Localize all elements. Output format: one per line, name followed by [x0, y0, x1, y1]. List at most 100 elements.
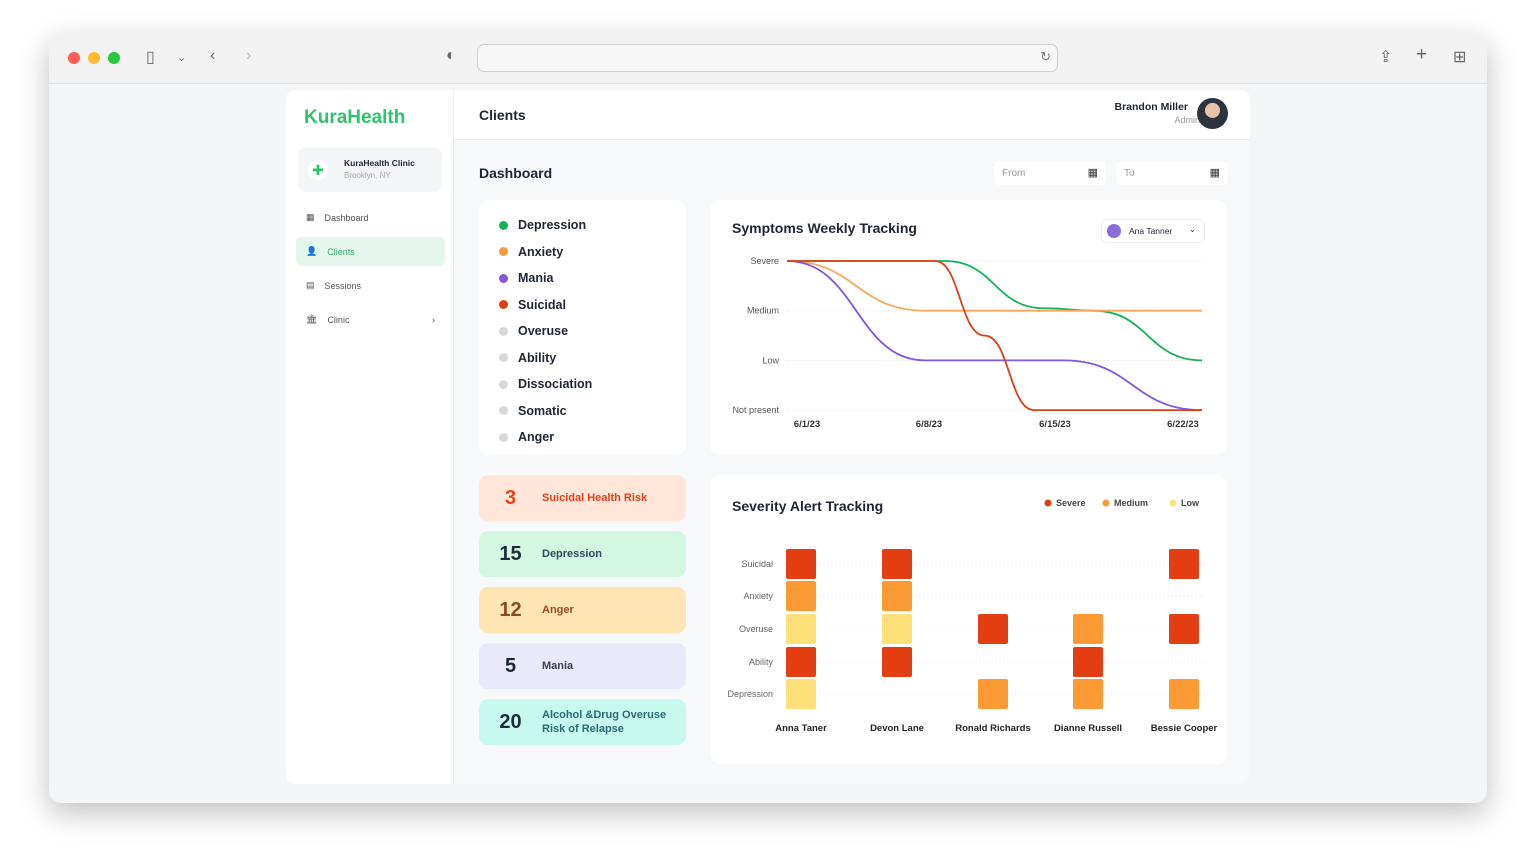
symptom-label: Anger [518, 430, 555, 445]
x-tick-label: 6/8/23 [916, 419, 942, 430]
browser-window: ▯ ⌄ ‹ › ◐ ↻ ⇪ + ⊞ KuraHealth ✚ KuraHealt… [49, 33, 1487, 803]
client-select[interactable]: Ana Tanner ⌄ [1101, 219, 1205, 243]
chevron-down-icon: ⌄ [1188, 224, 1196, 234]
sidebar: KuraHealth ✚ KuraHealth Clinic Brooklyn,… [286, 90, 454, 784]
column-label: Anna Taner [775, 723, 827, 734]
users-icon: 👤 [306, 246, 318, 256]
sidebar-toggle-icon[interactable]: ▯ [146, 49, 155, 66]
y-tick-label: Not present [732, 405, 779, 415]
heat-cell [786, 614, 816, 644]
back-icon[interactable]: ‹ [210, 47, 216, 64]
reload-icon[interactable]: ↻ [1040, 49, 1051, 64]
maximize-window-button[interactable] [108, 52, 120, 64]
stat-card[interactable]: 20 Alcohol &Drug Overuse Risk of Relapse [479, 699, 686, 745]
heat-cell [882, 549, 912, 579]
symptom-item[interactable]: Mania [499, 265, 686, 292]
new-tab-icon[interactable]: + [1416, 44, 1428, 65]
heat-cell [786, 647, 816, 677]
minimize-window-button[interactable] [88, 52, 100, 64]
sessions-icon: ▤ [306, 280, 315, 290]
stat-label: Anger [542, 604, 574, 616]
row-label: Suicidal [741, 559, 773, 569]
heat-cell [1169, 549, 1199, 579]
heatmap-chart: Severe Medium Low Suicidal Anxiety Overuse Abi… [727, 498, 1218, 734]
symptom-dot-icon [499, 300, 508, 310]
forward-icon[interactable]: › [246, 47, 252, 64]
legend-label: Severe [1056, 498, 1086, 508]
x-tick-label: 6/1/23 [794, 419, 820, 430]
series-line-mania [786, 260, 1203, 411]
row-label: Depression [727, 689, 773, 699]
sidebar-item-clients[interactable]: 👤 Clients [296, 237, 445, 266]
legend-dot-icon [1102, 499, 1110, 507]
app: KuraHealth ✚ KuraHealth Clinic Brooklyn,… [286, 90, 1250, 784]
tab-overview-icon[interactable]: ⊞ [1453, 49, 1467, 66]
symptom-label: Somatic [518, 403, 567, 418]
to-placeholder: To [1124, 168, 1135, 179]
logo: KuraHealth [304, 107, 406, 128]
stat-card[interactable]: 3 Suicidal Health Risk [479, 475, 686, 521]
x-tick-label: 6/15/23 [1039, 419, 1071, 430]
chevron-right-icon: › [432, 314, 435, 325]
user-name: Brandon Miller [1114, 101, 1188, 113]
from-date-input[interactable]: From ▦ [994, 161, 1106, 185]
series-line-anxiety [786, 260, 1202, 312]
heat-cell [786, 549, 816, 579]
sidebar-item-dashboard[interactable]: ▦ Dashboard [296, 203, 445, 232]
stat-card[interactable]: 15 Depression [479, 531, 686, 577]
share-icon[interactable]: ⇪ [1379, 49, 1393, 66]
symptom-item[interactable]: Anger [499, 424, 686, 451]
chevron-down-icon[interactable]: ⌄ [177, 52, 187, 64]
symptom-dot-icon [499, 220, 508, 230]
close-window-button[interactable] [68, 52, 80, 64]
clinic-location: Brooklyn, NY [344, 171, 391, 180]
symptom-item[interactable]: Ability [499, 345, 686, 372]
severity-alert-tracking-card: Severity Alert Tracking Severe Medium Low S… [710, 475, 1227, 764]
client-avatar [1107, 224, 1121, 238]
symptom-label: Suicidal [518, 297, 566, 312]
symptom-item[interactable]: Overuse [499, 318, 686, 345]
symptom-item[interactable]: Dissociation [499, 371, 686, 398]
symptom-label: Ability [518, 350, 557, 365]
nav-label: Dashboard [324, 212, 369, 223]
grid-icon: ▦ [306, 212, 315, 222]
top-bar: Clients Brandon Miller Admin [454, 90, 1250, 140]
symptom-item[interactable]: Suicidal [499, 292, 686, 319]
address-bar[interactable]: ↻ [477, 44, 1058, 72]
symptom-label: Dissociation [518, 377, 593, 392]
nav-label: Sessions [324, 280, 362, 291]
x-tick-label: 6/22/23 [1167, 419, 1199, 430]
stat-count: 12 [499, 598, 522, 621]
symptom-item[interactable]: Depression [499, 212, 686, 239]
symptom-legend: Depression Anxiety Mania Suicidal Overuse Abi… [479, 200, 686, 455]
line-chart: Not present Low Medium Severe 6/1/23 6/8/23 6/… [732, 256, 1203, 430]
sidebar-item-clinic[interactable]: 🏛 Clinic › [296, 305, 445, 334]
stat-count: 5 [504, 654, 517, 677]
chart-title: Symptoms Weekly Tracking [732, 220, 917, 236]
user-role: Admin [1174, 115, 1200, 125]
heat-cell [786, 581, 816, 611]
to-date-input[interactable]: To ▦ [1116, 161, 1228, 185]
y-tick-label: Medium [747, 306, 779, 316]
column-label: Devon Lane [870, 723, 924, 734]
stat-card[interactable]: 5 Mania [479, 643, 686, 689]
clinic-icon: ✚ [308, 160, 328, 180]
heat-cell [882, 581, 912, 611]
avatar[interactable] [1197, 98, 1228, 129]
heat-cell [1073, 614, 1103, 644]
row-label: Anxiety [743, 591, 773, 601]
sidebar-item-sessions[interactable]: ▤ Sessions [296, 271, 445, 300]
legend-label: Medium [1114, 498, 1148, 508]
column-label: Dianne Russell [1054, 723, 1122, 734]
symptom-label: Depression [518, 218, 587, 233]
client-select-value: Ana Tanner [1129, 226, 1173, 236]
column-label: Bessie Cooper [1151, 723, 1218, 734]
clinic-selector[interactable]: ✚ KuraHealth Clinic Brooklyn, NY [298, 147, 442, 192]
stat-card[interactable]: 12 Anger [479, 587, 686, 633]
symptom-dot-icon [499, 432, 508, 442]
symptom-item[interactable]: Somatic [499, 398, 686, 425]
dashboard-title: Dashboard [479, 165, 553, 181]
chart-title: Severity Alert Tracking [732, 498, 884, 514]
symptom-item[interactable]: Anxiety [499, 239, 686, 266]
symptom-dot-icon [499, 353, 508, 363]
